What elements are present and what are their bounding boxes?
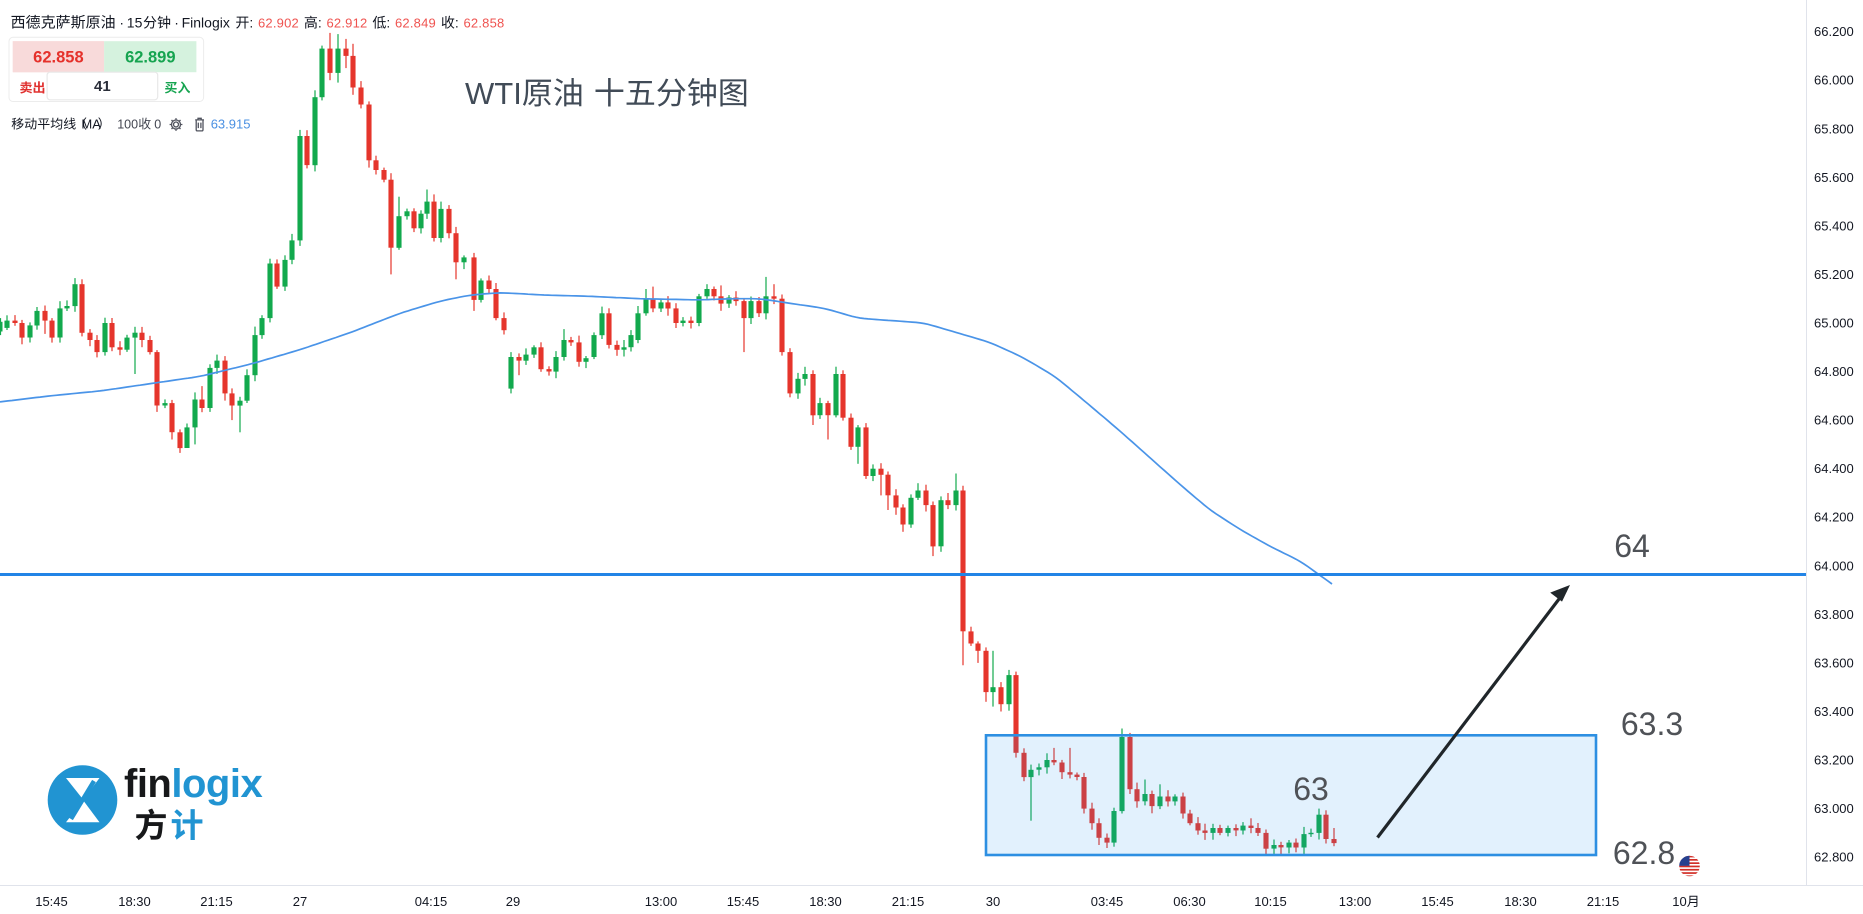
- svg-text:62.858: 62.858: [33, 48, 83, 66]
- svg-text:62.8: 62.8: [1613, 835, 1675, 871]
- svg-text:13:00: 13:00: [645, 894, 678, 909]
- svg-text:15: 15: [127, 15, 143, 31]
- svg-text:62.800: 62.800: [1814, 850, 1854, 865]
- svg-text:21:15: 21:15: [892, 894, 925, 909]
- svg-text:64.800: 64.800: [1814, 364, 1854, 379]
- svg-text:·: ·: [174, 15, 179, 31]
- svg-text:15:45: 15:45: [1421, 894, 1454, 909]
- svg-text:62.902: 62.902: [258, 16, 299, 31]
- svg-text:30: 30: [986, 894, 1000, 909]
- svg-text:29: 29: [506, 894, 520, 909]
- svg-text:10: 10: [1672, 894, 1686, 909]
- svg-text:Finlogix: Finlogix: [182, 15, 230, 31]
- svg-text::: :: [455, 15, 459, 31]
- svg-text:21:15: 21:15: [200, 894, 233, 909]
- svg-text:MA: MA: [81, 117, 101, 132]
- svg-text:62.849: 62.849: [395, 16, 436, 31]
- svg-text:41: 41: [94, 78, 111, 95]
- svg-text::: :: [249, 15, 253, 31]
- svg-text:64.200: 64.200: [1814, 510, 1854, 525]
- svg-text:66.200: 66.200: [1814, 24, 1854, 39]
- svg-text:65.800: 65.800: [1814, 121, 1854, 136]
- svg-text:64.600: 64.600: [1814, 413, 1854, 428]
- svg-text:WTI: WTI: [465, 76, 522, 111]
- svg-text:63.000: 63.000: [1814, 801, 1854, 816]
- svg-text:66.000: 66.000: [1814, 73, 1854, 88]
- svg-text:15:45: 15:45: [35, 894, 68, 909]
- svg-text:65.600: 65.600: [1814, 170, 1854, 185]
- svg-text:04:15: 04:15: [415, 894, 448, 909]
- svg-text:64: 64: [1614, 528, 1650, 564]
- svg-text:64.400: 64.400: [1814, 461, 1854, 476]
- svg-text:62.899: 62.899: [125, 48, 175, 66]
- svg-text:06:30: 06:30: [1173, 894, 1206, 909]
- svg-text::: :: [386, 15, 390, 31]
- svg-text:63.800: 63.800: [1814, 607, 1854, 622]
- svg-text:27: 27: [293, 894, 307, 909]
- svg-text:0: 0: [154, 118, 161, 132]
- svg-text:13:00: 13:00: [1339, 894, 1372, 909]
- svg-text:65.000: 65.000: [1814, 316, 1854, 331]
- svg-text:65.400: 65.400: [1814, 218, 1854, 233]
- svg-text:63.3: 63.3: [1621, 706, 1683, 742]
- svg-text:62.912: 62.912: [327, 16, 368, 31]
- svg-text::: :: [318, 15, 322, 31]
- svg-text:15:45: 15:45: [727, 894, 760, 909]
- svg-text:18:30: 18:30: [118, 894, 151, 909]
- svg-text:21:15: 21:15: [1587, 894, 1620, 909]
- svg-text:65.200: 65.200: [1814, 267, 1854, 282]
- svg-text:64.000: 64.000: [1814, 558, 1854, 573]
- svg-text:·: ·: [119, 15, 124, 31]
- svg-text:03:45: 03:45: [1091, 894, 1124, 909]
- svg-text:63.400: 63.400: [1814, 704, 1854, 719]
- svg-text:62.858: 62.858: [464, 16, 505, 31]
- svg-text:100: 100: [117, 118, 138, 132]
- svg-text:10:15: 10:15: [1254, 894, 1287, 909]
- svg-text:63: 63: [1293, 771, 1329, 807]
- svg-text:18:30: 18:30: [809, 894, 842, 909]
- svg-text:63.600: 63.600: [1814, 655, 1854, 670]
- svg-text:63.200: 63.200: [1814, 753, 1854, 768]
- svg-text:63.915: 63.915: [211, 117, 251, 132]
- svg-text:18:30: 18:30: [1504, 894, 1537, 909]
- svg-text:finlogix: finlogix: [124, 762, 262, 806]
